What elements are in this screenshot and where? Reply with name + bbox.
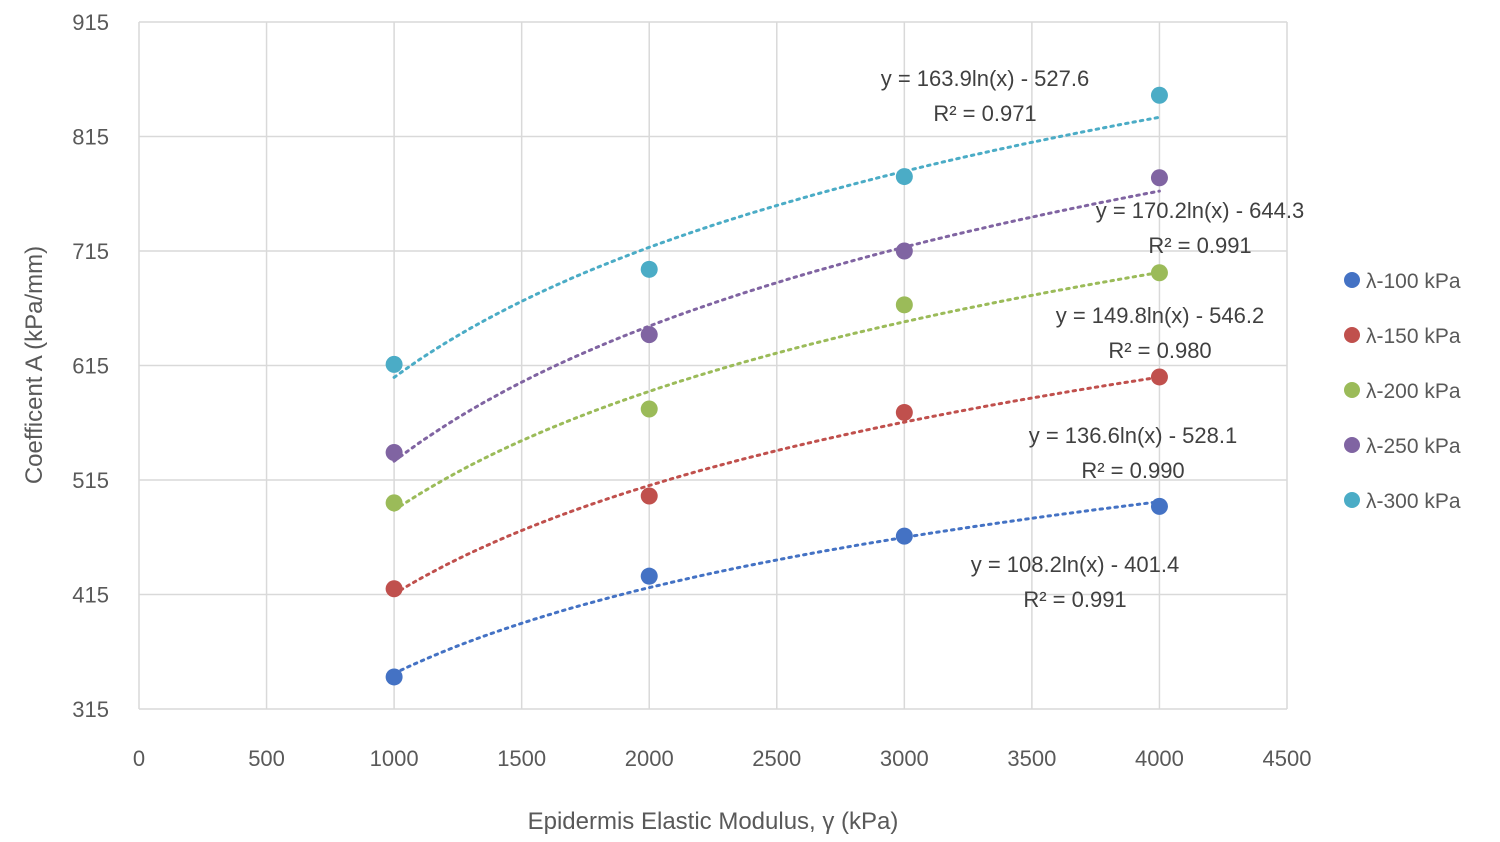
legend-marker [1344, 382, 1360, 398]
trendline-equation: y = 149.8ln(x) - 546.2 [1056, 303, 1265, 328]
legend-label: λ-200 kPa [1366, 380, 1461, 403]
y-tick-label: 715 [72, 239, 109, 264]
legend-label: λ-250 kPa [1366, 435, 1461, 458]
data-point [1150, 497, 1168, 515]
trendline-equation: y = 170.2ln(x) - 644.3 [1096, 198, 1305, 223]
x-axis-title: Epidermis Elastic Modulus, γ (kPa) [528, 808, 899, 835]
trendline-r-squared: R² = 0.990 [1081, 458, 1184, 483]
legend: λ-100 kPa λ-150 kPa λ-200 kPa λ-250 kPa λ-30… [1344, 270, 1461, 513]
trendline [392, 500, 1161, 675]
data-point [385, 668, 403, 686]
trendline-equation: y = 108.2ln(x) - 401.4 [971, 552, 1180, 577]
legend-marker [1344, 437, 1360, 453]
data-point [385, 355, 403, 373]
legend-marker [1344, 327, 1360, 343]
data-point [895, 403, 913, 421]
data-point [895, 242, 913, 260]
legend-label: λ-100 kPa [1366, 270, 1461, 293]
data-point [640, 567, 658, 585]
x-tick-label: 2000 [625, 746, 674, 771]
x-tick-label: 1500 [497, 746, 546, 771]
trendline-r-squared: R² = 0.971 [933, 101, 1036, 126]
data-point [895, 296, 913, 314]
x-axis-ticks: 0 500 1000 1500 2000 2500 3000 3500 4000 4500 [133, 746, 1312, 771]
y-tick-label: 815 [72, 125, 109, 150]
data-point [1150, 86, 1168, 104]
y-tick-label: 615 [72, 354, 109, 379]
x-tick-label: 3000 [880, 746, 929, 771]
data-points [385, 86, 1168, 686]
data-point [385, 494, 403, 512]
y-axis-title: Coefficent A (kPa/mm) [21, 246, 48, 484]
legend-marker [1344, 272, 1360, 288]
data-point [895, 168, 913, 186]
data-point [640, 487, 658, 505]
data-point [640, 400, 658, 418]
data-point [385, 444, 403, 462]
y-tick-label: 515 [72, 468, 109, 493]
trendline [392, 375, 1161, 596]
data-point [1150, 368, 1168, 386]
x-tick-label: 3500 [1007, 746, 1056, 771]
x-tick-label: 1000 [370, 746, 419, 771]
y-axis-ticks: 315 415 515 615 715 815 915 [72, 10, 109, 722]
x-tick-label: 500 [248, 746, 285, 771]
trendline-equations: y = 108.2ln(x) - 401.4 R² = 0.991 y = 136.… [881, 66, 1305, 612]
trendline-r-squared: R² = 0.991 [1148, 233, 1251, 258]
trendline-r-squared: R² = 0.980 [1108, 338, 1211, 363]
trendline [392, 115, 1161, 379]
trendline-r-squared: R² = 0.991 [1023, 587, 1126, 612]
y-tick-label: 415 [72, 583, 109, 608]
legend-marker [1344, 492, 1360, 508]
data-point [895, 527, 913, 545]
legend-label: λ-300 kPa [1366, 490, 1461, 513]
data-point [1150, 264, 1168, 282]
y-tick-label: 315 [72, 697, 109, 722]
trendlines [392, 115, 1161, 675]
data-point [640, 260, 658, 278]
trendline [392, 271, 1161, 512]
x-tick-label: 2500 [752, 746, 801, 771]
trendline [392, 189, 1161, 463]
x-tick-label: 0 [133, 746, 145, 771]
trendline-equation: y = 136.6ln(x) - 528.1 [1029, 423, 1238, 448]
x-tick-label: 4000 [1135, 746, 1184, 771]
trendline-equation: y = 163.9ln(x) - 527.6 [881, 66, 1090, 91]
data-point [1150, 169, 1168, 187]
gridlines [138, 21, 1288, 710]
y-tick-label: 915 [72, 10, 109, 35]
data-point [385, 580, 403, 598]
data-point [640, 326, 658, 344]
legend-label: λ-150 kPa [1366, 325, 1461, 348]
x-tick-label: 4500 [1263, 746, 1312, 771]
